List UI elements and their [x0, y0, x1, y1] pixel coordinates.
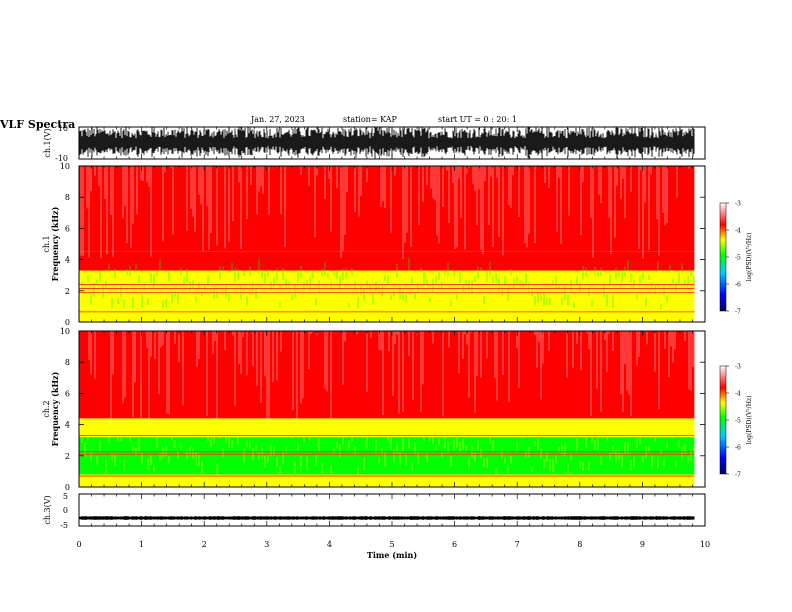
xtick-label: 6: [452, 540, 457, 549]
xtick-label: 10: [700, 540, 710, 549]
ch2-spectrogram-ylabel-1: ch.2: [42, 400, 51, 417]
date-label: Jan. 27, 2023: [251, 115, 305, 124]
xtick-label: 9: [640, 540, 645, 549]
xtick-label: 7: [515, 540, 520, 549]
colorbar-tick-label: -6: [735, 282, 741, 289]
ytick-label: 6: [65, 224, 70, 233]
ch1-waveform-panel: 10 -10 ch.1(V): [43, 124, 706, 163]
ch3-waveform-panel: 5 0 -5 ch.3(V): [43, 492, 706, 530]
colorbar-tick-label: -7: [735, 309, 741, 316]
ch1-colorbar-label: log(PSD)(V²/Hz): [746, 233, 753, 282]
spectrum-band: [79, 474, 695, 487]
ytick-label: 8: [65, 358, 70, 367]
ytick-label: 0: [65, 483, 70, 492]
colorbar-tick-label: -5: [735, 255, 741, 262]
colorbar-tick-label: -3: [735, 201, 741, 208]
ch2-spectrogram-image: [78, 331, 695, 487]
spectrum-band: [79, 437, 695, 475]
ch3-waveform-trace: [78, 516, 695, 520]
station-label: station= KAP: [343, 115, 397, 124]
xtick-label: 4: [327, 540, 332, 549]
ch3-waveform-line: [78, 516, 695, 520]
colorbar-tick-label: -3: [735, 364, 741, 371]
spectrum-impulse-streaks: [80, 166, 690, 260]
x-axis-label: Time (min): [367, 550, 417, 560]
ch3-waveform-ylabel: ch.3(V): [43, 495, 52, 524]
spectrum-band: [79, 331, 695, 419]
ch1-waveform-trace: [78, 127, 695, 159]
ytick-label: 0: [65, 318, 70, 327]
ch1-ytick-top: 10: [58, 124, 68, 133]
colorbar-tick-label: -7: [735, 472, 741, 479]
spectrum-band: [79, 307, 695, 322]
ytick-label: 10: [60, 327, 70, 336]
ch2-colorbar: [719, 365, 727, 475]
spectrum-band: [79, 418, 695, 438]
spectrum-band: [79, 270, 695, 308]
ytick-label: 4: [65, 421, 70, 430]
ytick-label: 2: [65, 452, 70, 461]
colorbar-tick-label: -4: [735, 391, 741, 398]
ch1-ytick-bottom: -10: [55, 154, 68, 163]
colorbar-tick-label: -5: [735, 418, 741, 425]
start-time-label: start UT = 0 : 20: 1: [438, 115, 517, 124]
colorbar-tick-label: -6: [735, 445, 741, 452]
xtick-label: 1: [139, 540, 144, 549]
spectrum-impulse-streaks: [88, 331, 694, 425]
ch1-colorbar: [719, 202, 727, 312]
ch1-waveform-ylabel: ch.1(V): [43, 128, 52, 157]
xtick-label: 5: [389, 540, 394, 549]
xtick-label: 3: [264, 540, 269, 549]
title-text: VLF Spectra: [0, 118, 76, 131]
spectrum-band: [79, 251, 695, 271]
xtick-label: 8: [577, 540, 582, 549]
ytick-label: 8: [65, 193, 70, 202]
ytick-label: 10: [60, 162, 70, 171]
ch3-ytick-top: 5: [63, 492, 68, 501]
ch2-colorbar-label: log(PSD)(V²/Hz): [746, 396, 753, 445]
ytick-label: 2: [65, 287, 70, 296]
spectrum-band: [79, 166, 695, 252]
xtick-label: 0: [76, 540, 81, 549]
chart-title: VLF Spectra: [0, 113, 75, 132]
ytick-label: 4: [65, 256, 70, 265]
ch1-spectrogram-ylabel-1: ch.1: [42, 235, 51, 252]
colorbar-tick-label: -4: [735, 228, 741, 235]
ytick-label: 6: [65, 389, 70, 398]
ch1-waveform-line: [78, 127, 695, 159]
ch1-spectrogram-image: [78, 166, 695, 322]
xtick-label: 2: [202, 540, 207, 549]
ch3-ytick-bottom: -5: [60, 521, 68, 530]
ch3-ytick-mid: 0: [63, 506, 68, 515]
ch1-spectrogram-ylabel-2: Frequency (kHz): [50, 206, 60, 281]
ch2-spectrogram-ylabel-2: Frequency (kHz): [50, 371, 60, 446]
